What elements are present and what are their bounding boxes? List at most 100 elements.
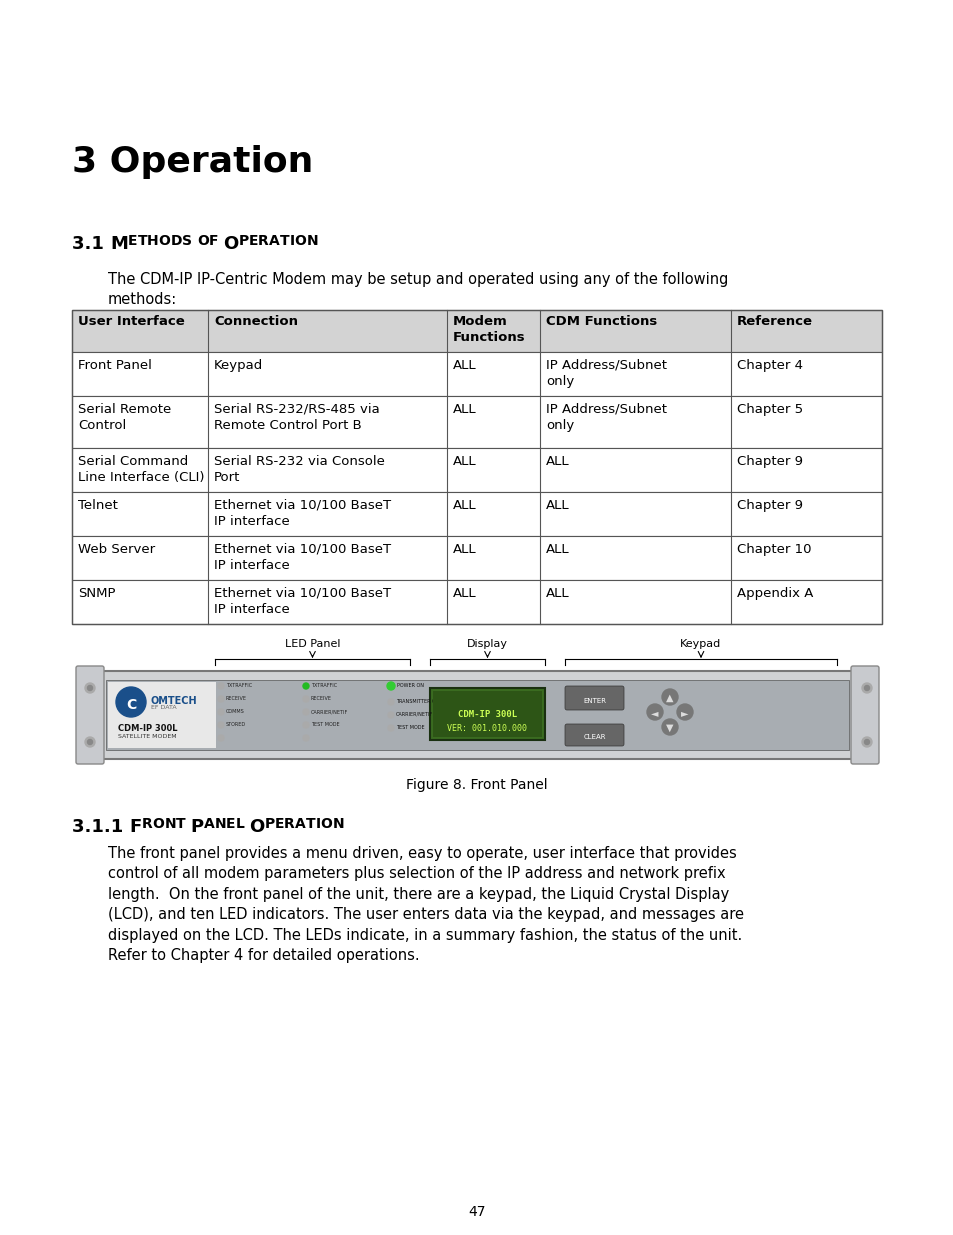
Text: ALL: ALL (453, 359, 476, 372)
Circle shape (646, 704, 662, 720)
Text: P: P (191, 818, 203, 836)
Text: R: R (258, 235, 269, 248)
Text: ▼: ▼ (665, 722, 673, 734)
Text: Chapter 9: Chapter 9 (736, 499, 801, 513)
Text: F: F (209, 235, 218, 248)
Text: E: E (128, 235, 137, 248)
Text: O: O (196, 235, 209, 248)
Text: CDM Functions: CDM Functions (546, 315, 657, 329)
Text: RECEIVE: RECEIVE (311, 697, 332, 701)
Text: T: T (305, 818, 315, 831)
Text: T: T (279, 235, 289, 248)
Text: ALL: ALL (546, 587, 569, 600)
Bar (71, 310, 882, 624)
Text: 47: 47 (468, 1205, 485, 1219)
FancyBboxPatch shape (564, 685, 623, 710)
Bar (71, 580, 882, 624)
Text: I: I (289, 235, 294, 248)
Text: ENTER: ENTER (583, 698, 606, 704)
Text: ALL: ALL (453, 587, 476, 600)
Bar (71, 448, 882, 492)
Text: A: A (294, 818, 305, 831)
Circle shape (303, 709, 309, 715)
Text: Connection: Connection (213, 315, 297, 329)
Text: SNMP: SNMP (78, 587, 115, 600)
Text: Web Server: Web Server (78, 543, 155, 556)
Text: 3.1: 3.1 (71, 235, 110, 253)
Text: STORED: STORED (226, 722, 246, 727)
Text: ALL: ALL (453, 403, 476, 416)
FancyBboxPatch shape (97, 671, 857, 760)
Text: Serial Command
Line Interface (CLI): Serial Command Line Interface (CLI) (78, 454, 204, 484)
Text: T: T (137, 235, 147, 248)
Text: Chapter 4: Chapter 4 (736, 359, 801, 372)
Bar (433, 692, 541, 737)
Circle shape (388, 713, 394, 718)
Text: CARRIER/NETIF: CARRIER/NETIF (311, 709, 348, 714)
Text: IP Address/Subnet
only: IP Address/Subnet only (546, 359, 666, 388)
Text: TEST MODE: TEST MODE (311, 722, 339, 727)
Text: O: O (249, 818, 264, 836)
Text: N: N (306, 235, 317, 248)
Circle shape (303, 735, 309, 741)
Text: CARRIER/NETIF: CARRIER/NETIF (395, 713, 433, 718)
Text: ▲: ▲ (665, 693, 673, 703)
Circle shape (303, 722, 309, 727)
Text: The front panel provides a menu driven, easy to operate, user interface that pro: The front panel provides a menu driven, … (108, 846, 743, 963)
Circle shape (862, 737, 871, 747)
Text: ALL: ALL (453, 499, 476, 513)
Circle shape (388, 699, 394, 705)
Text: 3 Operation: 3 Operation (71, 144, 313, 179)
Text: Ethernet via 10/100 BaseT
IP interface: Ethernet via 10/100 BaseT IP interface (213, 587, 391, 616)
Bar (108, 682, 215, 748)
Text: TEST MODE: TEST MODE (395, 725, 424, 730)
Text: O: O (223, 235, 238, 253)
Text: ALL: ALL (453, 454, 476, 468)
Text: I: I (315, 818, 320, 831)
Text: Serial Remote
Control: Serial Remote Control (78, 403, 172, 432)
Text: ►: ► (680, 708, 688, 718)
Text: P: P (264, 818, 274, 831)
Text: Appendix A: Appendix A (736, 587, 812, 600)
Text: M: M (110, 235, 128, 253)
Text: IP Address/Subnet
only: IP Address/Subnet only (546, 403, 666, 432)
Text: Telnet: Telnet (78, 499, 118, 513)
Circle shape (863, 685, 868, 690)
Text: CDM-IP 300L: CDM-IP 300L (118, 724, 177, 734)
Text: Chapter 5: Chapter 5 (736, 403, 801, 416)
FancyBboxPatch shape (76, 666, 104, 764)
Text: TXTRAFFIC: TXTRAFFIC (311, 683, 336, 688)
Text: R: R (142, 818, 152, 831)
Circle shape (218, 735, 224, 741)
Circle shape (85, 683, 95, 693)
Circle shape (218, 683, 224, 689)
Bar (71, 310, 882, 352)
Text: TXTRAFFIC: TXTRAFFIC (226, 683, 252, 688)
Text: LED Panel: LED Panel (284, 638, 340, 650)
Text: POWER ON: POWER ON (396, 683, 423, 688)
Text: P: P (238, 235, 249, 248)
Text: O: O (294, 235, 306, 248)
Text: RECEIVE: RECEIVE (226, 697, 247, 701)
Bar (71, 492, 882, 536)
Text: O: O (158, 235, 171, 248)
Text: N: N (214, 818, 226, 831)
Text: EF DATA: EF DATA (151, 705, 176, 710)
Circle shape (661, 689, 678, 705)
Bar (71, 536, 882, 580)
Bar (71, 396, 882, 448)
Text: TRANSMITTER ON: TRANSMITTER ON (395, 699, 439, 704)
Circle shape (661, 719, 678, 735)
Text: Chapter 10: Chapter 10 (736, 543, 810, 556)
Bar (106, 680, 848, 750)
Bar (430, 688, 544, 740)
Circle shape (88, 740, 92, 745)
Text: Display: Display (467, 638, 507, 650)
Text: N: N (332, 818, 344, 831)
Text: CLEAR: CLEAR (583, 734, 605, 740)
FancyBboxPatch shape (850, 666, 878, 764)
Text: C: C (126, 698, 136, 713)
Text: T: T (175, 818, 186, 831)
Text: D: D (171, 235, 182, 248)
Text: Modem
Functions: Modem Functions (453, 315, 525, 345)
